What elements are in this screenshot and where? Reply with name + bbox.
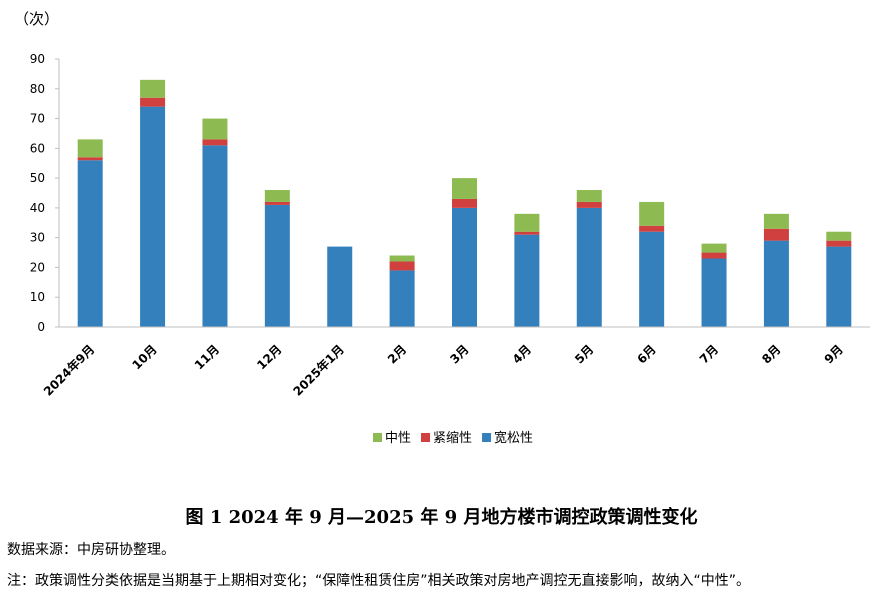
legend-swatch-紧缩性 xyxy=(421,433,431,442)
bar-segment-宽松性 xyxy=(452,207,477,327)
bar-segment-中性 xyxy=(826,231,852,241)
bar-segment-中性 xyxy=(140,79,166,98)
bar-segment-宽松性 xyxy=(826,246,852,327)
bar-segment-中性 xyxy=(763,213,789,229)
x-tick-label: 7月 xyxy=(697,342,721,366)
x-tick-label: 11月 xyxy=(192,342,222,372)
bar-segment-紧缩性 xyxy=(576,201,602,208)
legend-swatch-中性 xyxy=(373,433,382,442)
y-tick-label: 80 xyxy=(30,82,45,96)
bar-segment-宽松性 xyxy=(389,270,415,327)
bar-segment-宽松性 xyxy=(327,246,353,327)
bar-segment-宽松性 xyxy=(264,204,290,327)
bar-segment-宽松性 xyxy=(576,207,602,327)
bar-segment-中性 xyxy=(264,190,290,202)
x-tick-label: 5月 xyxy=(572,342,596,366)
bar-segment-宽松性 xyxy=(202,145,228,327)
bar-segment-紧缩性 xyxy=(140,97,166,107)
y-tick-label: 60 xyxy=(30,141,45,155)
y-tick-label: 10 xyxy=(30,290,45,304)
bar-segment-紧缩性 xyxy=(77,157,103,161)
bar-segment-中性 xyxy=(452,178,477,199)
x-tick-label: 9月 xyxy=(822,342,846,366)
x-tick-label: 10月 xyxy=(130,342,160,372)
y-tick-label: 0 xyxy=(37,320,45,334)
y-tick-label: 70 xyxy=(30,112,45,126)
bar-segment-宽松性 xyxy=(701,258,727,327)
x-tick-label: 8月 xyxy=(759,342,783,366)
y-tick-label: 90 xyxy=(30,52,45,66)
bar-segment-紧缩性 xyxy=(202,139,228,146)
bar-segment-宽松性 xyxy=(140,106,166,328)
y-tick-label: 40 xyxy=(30,201,45,215)
x-tick-label: 2025年1月 xyxy=(290,342,347,399)
bar-segment-中性 xyxy=(701,243,727,253)
y-axis-ticks: 0 10 20 30 40 50 60 70 80 90 xyxy=(30,52,59,334)
x-tick-label: 6月 xyxy=(634,342,658,366)
x-tick-label: 4月 xyxy=(510,342,534,366)
bar-segment-紧缩性 xyxy=(389,261,415,271)
footnote: 注：政策调性分类依据是当期基于上期相对变化；“保障性租赁住房”相关政策对房地产调… xyxy=(7,573,751,589)
bar-segment-中性 xyxy=(639,201,665,226)
figure-caption: 图 1 2024 年 9 月—2025 年 9 月地方楼市调控政策调性变化 xyxy=(185,507,698,528)
y-axis-unit-label: （次） xyxy=(14,10,59,28)
legend-label-紧缩性: 紧缩性 xyxy=(433,430,472,446)
x-tick-label: 2月 xyxy=(385,342,409,366)
bar-segment-紧缩性 xyxy=(452,198,477,208)
y-tick-label: 50 xyxy=(30,171,45,185)
legend-label-宽松性: 宽松性 xyxy=(494,430,533,446)
bar-segment-宽松性 xyxy=(639,231,665,327)
x-axis-tick-labels: 2024年9月 10月 11月 12月 2025年1月 2月 3月 4月 5月 6月 7月 8月 9月 xyxy=(40,342,846,399)
x-tick-label: 2024年9月 xyxy=(40,342,97,399)
bar-segment-紧缩性 xyxy=(701,252,727,259)
bar-segment-中性 xyxy=(389,255,415,262)
x-tick-label: 12月 xyxy=(254,342,284,372)
bar-segment-中性 xyxy=(202,118,228,140)
legend: 中性 紧缩性 宽松性 xyxy=(373,430,533,446)
bar-segment-紧缩性 xyxy=(826,240,852,247)
bar-segment-紧缩性 xyxy=(763,228,789,241)
bar-segment-宽松性 xyxy=(514,234,540,327)
bar-segment-紧缩性 xyxy=(639,225,665,232)
x-tick-label: 3月 xyxy=(447,342,471,366)
stacked-bar-chart: （次） 0 10 20 30 40 50 60 70 80 90 2024年9月 10月 11月 12月… xyxy=(14,10,870,446)
bar-segment-中性 xyxy=(576,190,602,202)
bar-segment-中性 xyxy=(77,139,103,158)
bar-segment-紧缩性 xyxy=(264,201,290,205)
bar-segment-中性 xyxy=(514,213,540,232)
y-tick-label: 30 xyxy=(30,231,45,245)
data-source-note: 数据来源：中房研协整理。 xyxy=(7,542,175,558)
bar-segment-紧缩性 xyxy=(514,231,540,235)
bar-series xyxy=(77,79,852,328)
legend-swatch-宽松性 xyxy=(482,433,492,442)
bar-segment-宽松性 xyxy=(77,160,103,327)
bar-segment-宽松性 xyxy=(763,240,789,327)
y-tick-label: 20 xyxy=(30,260,45,274)
legend-label-中性: 中性 xyxy=(385,431,411,446)
